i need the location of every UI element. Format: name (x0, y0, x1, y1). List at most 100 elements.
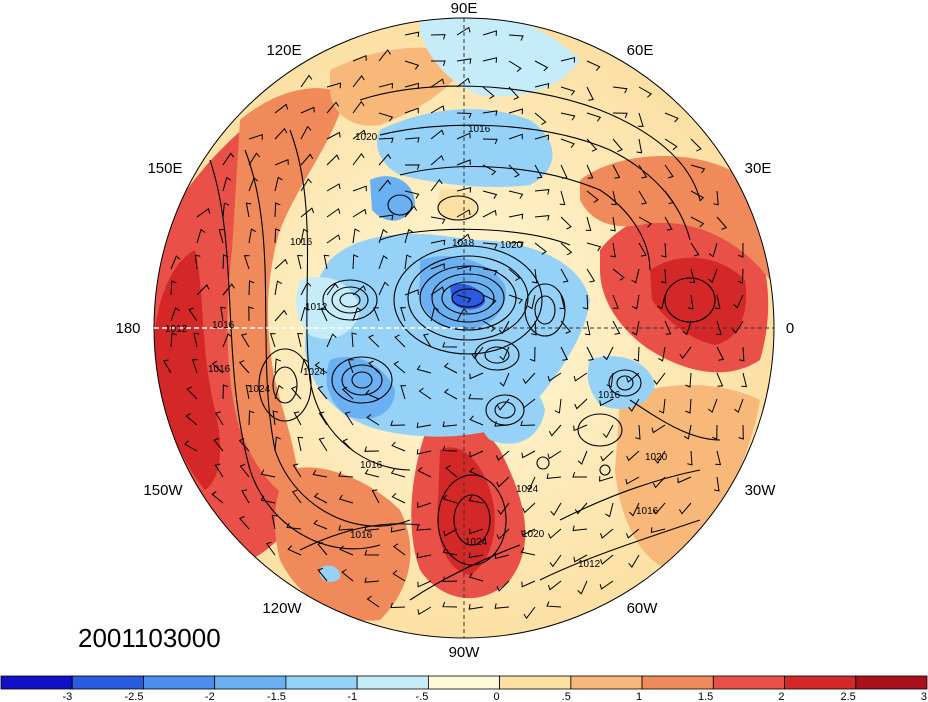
wind-barb (274, 228, 281, 244)
wind-barb (238, 360, 250, 374)
isobar (577, 413, 623, 447)
wind-barb (245, 202, 252, 218)
isobar (534, 295, 556, 325)
colorbar-tick-label: 1 (636, 691, 642, 702)
wind-barb (274, 280, 283, 296)
wind-barb (529, 346, 536, 362)
wind-barb (632, 294, 640, 310)
wind-barb (430, 178, 443, 192)
isobar-label: 1016 (468, 124, 491, 135)
wind-barb (508, 34, 524, 41)
isobar (351, 371, 373, 389)
wind-barb (404, 164, 420, 170)
colorbar-swatch (143, 675, 216, 690)
wind-barb (612, 112, 628, 119)
wind-barb (560, 164, 568, 179)
wind-barb (300, 125, 312, 140)
isobar-contours (209, 85, 721, 601)
wind-barb (547, 450, 562, 460)
lon-label-30w: 30W (745, 482, 777, 499)
wind-barb (520, 420, 536, 427)
wind-barb (274, 103, 289, 114)
wind-barb (688, 294, 694, 310)
wind-barb (560, 138, 575, 149)
wind-barb (482, 242, 498, 249)
wind-barb (351, 332, 357, 348)
wind-barb (496, 528, 510, 540)
wind-barb (352, 254, 359, 270)
wind-barb (711, 424, 718, 440)
colorbar-tick-label: 1.5 (698, 691, 713, 702)
wind-barb (690, 164, 706, 174)
wind-barb (508, 60, 522, 72)
isobar-label: 1020 (645, 452, 668, 463)
wind-barb (738, 242, 744, 258)
wind-barb (442, 547, 458, 556)
wind-barb (546, 601, 562, 608)
isobar-label: 1016 (208, 364, 231, 375)
wind-barb (468, 552, 484, 559)
wind-barb (716, 372, 724, 387)
wind-barb (707, 398, 718, 413)
isobar (616, 375, 634, 391)
wind-barb (416, 422, 432, 429)
wind-barb (660, 268, 667, 284)
wind-barb (404, 137, 420, 143)
wind-barb (456, 209, 471, 218)
wind-barb (248, 177, 259, 192)
wind-barb (342, 438, 354, 452)
wind-barb (469, 467, 484, 478)
wind-barb (186, 386, 198, 400)
wind-barb (390, 602, 406, 609)
warm-region-atlantic (615, 385, 760, 570)
wind-barb (338, 494, 354, 504)
wind-barb (496, 450, 510, 461)
wind-barb (378, 214, 394, 221)
wind-barb (417, 466, 432, 478)
wind-barb (300, 153, 314, 166)
wind-barb (657, 294, 666, 310)
wind-barb (456, 132, 471, 140)
wind-barb (352, 100, 365, 114)
wind-barb (170, 306, 180, 322)
isobar (437, 195, 479, 221)
lon-label-0: 0 (786, 320, 794, 337)
wind-barb (577, 580, 588, 595)
wind-barb (290, 386, 302, 400)
wind-barb (431, 60, 446, 66)
wind-barb (338, 471, 354, 478)
isobar-label: 1012 (578, 559, 601, 570)
wind-barb (378, 153, 392, 166)
wind-barb (222, 384, 229, 400)
isobar (474, 339, 520, 371)
wind-barb (521, 580, 536, 588)
wind-barb (664, 216, 673, 231)
wind-barb (364, 577, 380, 583)
wind-barb (430, 286, 445, 296)
isobar (453, 494, 491, 546)
wind-barb (573, 372, 588, 382)
wind-barb (685, 372, 692, 388)
wind-barb (238, 516, 250, 530)
wind-barb (586, 112, 602, 122)
wind-barb (521, 528, 536, 536)
wind-barb (638, 86, 653, 98)
wind-barb (586, 60, 601, 71)
wind-barb (546, 473, 562, 479)
cool-region-north (420, 18, 580, 97)
wind-barb (312, 469, 328, 478)
wind-barb (193, 332, 199, 348)
lon-label-150w: 150W (143, 482, 183, 499)
wind-barb (274, 436, 282, 452)
lon-label-60w: 60W (627, 600, 659, 617)
colorbar-tick-label: 2.5 (840, 691, 855, 702)
wind-barb (416, 525, 432, 531)
wind-barb (584, 320, 591, 336)
colorbar-swatch (784, 675, 857, 690)
wind-barb (274, 176, 283, 192)
wind-barb (338, 525, 354, 531)
isobar (451, 288, 485, 308)
wind-barb (469, 415, 484, 426)
wind-barb (687, 450, 693, 466)
wind-barb (738, 346, 745, 362)
